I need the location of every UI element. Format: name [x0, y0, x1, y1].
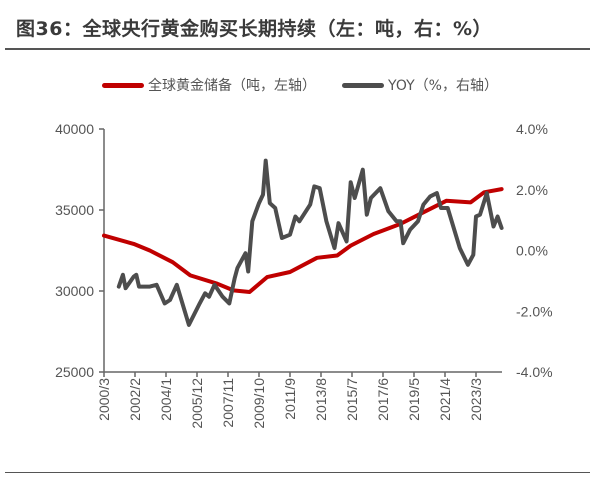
- x-tick-label: 2019/5: [406, 378, 422, 421]
- legend-label-reserves: 全球黄金储备（吨，左轴）: [148, 78, 317, 94]
- chart-title: 图36：全球央行黄金购买长期持续（左：吨，右：%）: [16, 18, 492, 40]
- left-tick-label: 25000: [55, 364, 94, 380]
- legend-swatch-reserves: [102, 82, 145, 88]
- legend-item-reserves: 全球黄金储备（吨，左轴）: [102, 75, 316, 95]
- right-tick-label: -2.0%: [516, 303, 553, 319]
- right-tick-label: -4.0%: [516, 364, 553, 380]
- right-tick-label: 4.0%: [516, 121, 548, 137]
- legend-item-yoy: YOY（%，右轴）: [342, 75, 498, 95]
- bottom-divider: [5, 472, 590, 473]
- legend-swatch-yoy: [342, 82, 385, 88]
- x-tick-label: 2021/4: [437, 378, 453, 421]
- x-tick-label: 2017/6: [375, 378, 391, 421]
- x-tick-label: 2015/7: [344, 378, 360, 421]
- left-tick-label: 30000: [55, 283, 94, 299]
- left-tick-label: 40000: [55, 121, 94, 137]
- legend: 全球黄金储备（吨，左轴） YOY（%，右轴）: [0, 75, 600, 95]
- x-tick-label: 2011/9: [282, 378, 298, 420]
- yoy-line: [116, 158, 504, 327]
- x-tick-label: 2004/1: [158, 378, 174, 421]
- legend-label-yoy: YOY（%，右轴）: [388, 78, 498, 94]
- x-tick-label: 2007/11: [220, 378, 236, 428]
- reserves-line: [102, 187, 504, 294]
- x-tick-label: 2013/8: [313, 378, 329, 421]
- title-divider: [5, 48, 590, 50]
- left-tick-label: 35000: [55, 202, 94, 218]
- x-tick-label: 2009/10: [251, 378, 267, 429]
- x-tick-label: 2002/2: [127, 378, 143, 421]
- x-tick-label: 2005/12: [189, 378, 205, 429]
- x-tick-label: 2023/3: [468, 378, 484, 421]
- right-tick-label: 0.0%: [516, 243, 548, 259]
- x-tick-label: 2000/3: [96, 378, 112, 421]
- right-tick-label: 2.0%: [516, 182, 548, 198]
